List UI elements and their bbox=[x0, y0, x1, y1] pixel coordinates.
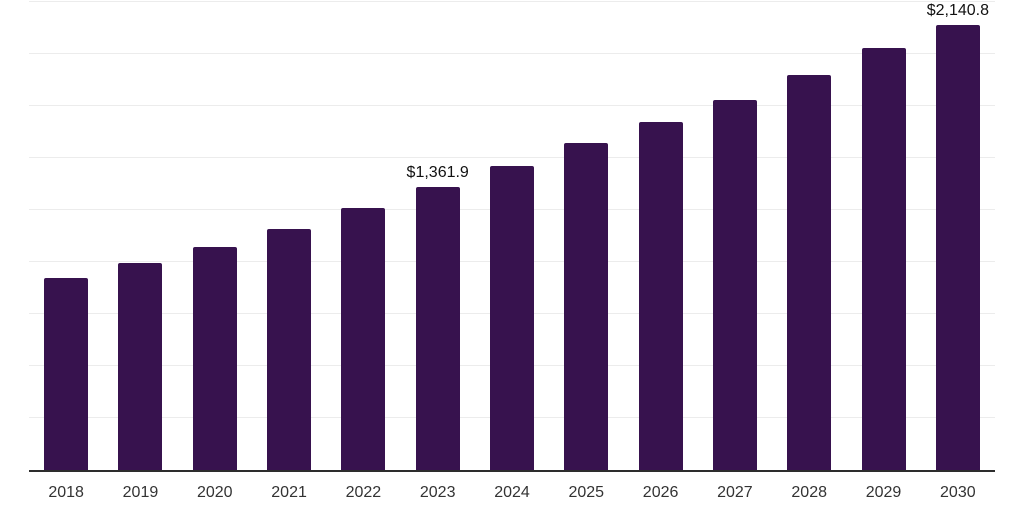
bar-2026 bbox=[638, 122, 683, 470]
x-tick-label-2019: 2019 bbox=[122, 484, 159, 501]
gridline bbox=[29, 53, 995, 54]
x-tick-label-2028: 2028 bbox=[791, 484, 827, 501]
bar-2022 bbox=[341, 207, 386, 470]
bar-2024 bbox=[490, 165, 534, 470]
data-label-2023: $1,361.9 bbox=[406, 163, 469, 181]
bar-2028 bbox=[787, 74, 832, 470]
x-tick-label-2025: 2025 bbox=[568, 484, 605, 501]
bar-2025 bbox=[564, 143, 609, 470]
x-tick-label-2027: 2027 bbox=[717, 484, 753, 501]
bar-2018 bbox=[44, 277, 89, 470]
gridline bbox=[29, 1, 995, 2]
bar-2020 bbox=[192, 247, 237, 470]
gridline bbox=[29, 157, 995, 158]
x-tick-label-2022: 2022 bbox=[345, 484, 382, 501]
bar-2019 bbox=[118, 263, 163, 470]
bar-2021 bbox=[267, 228, 312, 470]
gridline bbox=[29, 105, 995, 106]
x-tick-label-2026: 2026 bbox=[642, 484, 679, 501]
bar-2027 bbox=[712, 99, 757, 470]
x-tick-label-2029: 2029 bbox=[865, 484, 902, 501]
x-tick-label-2021: 2021 bbox=[271, 484, 307, 501]
x-tick-label-2030: 2030 bbox=[940, 484, 976, 501]
x-axis: 2018 2019 2020 2021 2022 2023 2024 2025 2026 2027… bbox=[29, 484, 995, 506]
x-tick-label-2020: 2020 bbox=[196, 484, 233, 501]
bar-2023 bbox=[415, 186, 460, 470]
plot-area: $1,361.9 $2,140.8 bbox=[29, 1, 995, 472]
x-tick-label-2024: 2024 bbox=[494, 484, 530, 501]
data-label-2030: $2,140.8 bbox=[926, 1, 989, 19]
x-tick-label-2018: 2018 bbox=[48, 484, 84, 501]
bar-2029 bbox=[861, 47, 906, 470]
bar-2030 bbox=[935, 24, 980, 470]
x-tick-label-2023: 2023 bbox=[419, 484, 456, 501]
